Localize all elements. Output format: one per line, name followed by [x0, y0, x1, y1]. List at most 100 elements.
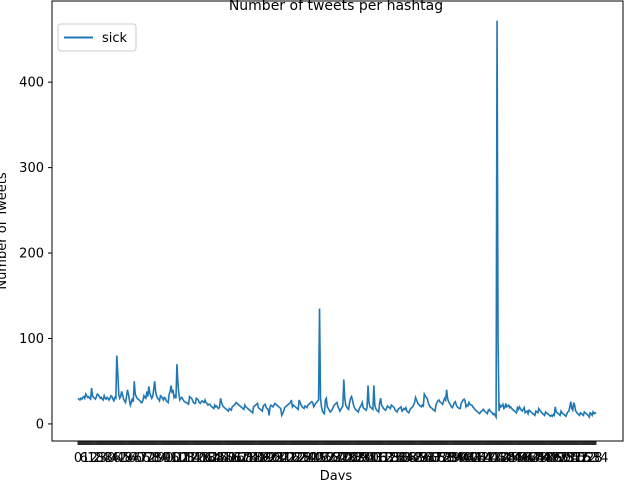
- series-line-sick: [77, 20, 597, 421]
- x-tick-label: 270: [327, 451, 352, 466]
- x-tick-label: 60: [128, 451, 145, 466]
- x-tick-label: 24: [93, 451, 110, 466]
- x-tick-label: 258: [316, 451, 341, 466]
- x-tick-label: 276: [333, 451, 358, 466]
- x-tick-label: 150: [211, 451, 236, 466]
- x-tick-label: 348: [403, 451, 428, 466]
- x-tick-label: 120: [182, 451, 207, 466]
- x-tick-label: 366: [421, 451, 446, 466]
- x-tick-label: 306: [362, 451, 387, 466]
- x-tick-label: 216: [275, 451, 300, 466]
- x-tick-label: 498: [549, 451, 574, 466]
- x-tick-label: 180: [240, 451, 265, 466]
- x-tick-label: 402: [456, 451, 481, 466]
- x-tick-label: 444: [496, 451, 521, 466]
- x-tick-label: 420: [473, 451, 498, 466]
- x-tick-label: 474: [525, 451, 550, 466]
- x-tick-label: 486: [537, 451, 562, 466]
- x-tick-label: 336: [392, 451, 417, 466]
- x-tick-label: 12: [81, 451, 98, 466]
- x-tick-label: 360: [415, 451, 440, 466]
- legend-box: [57, 23, 137, 52]
- y-axis: 0 100 200 300 400: [19, 76, 52, 432]
- x-tick-label: 342: [397, 451, 422, 466]
- x-tick-label: 468: [520, 451, 545, 466]
- x-tick-label: 162: [223, 451, 248, 466]
- x-tick-label: 6: [80, 451, 88, 466]
- x-tick-label: 282: [339, 451, 364, 466]
- x-tick-label: 102: [165, 451, 190, 466]
- x-tick-label: 210: [269, 451, 294, 466]
- legend-label-sick: sick: [102, 31, 128, 46]
- x-axis: 0612182430364248546066727884909610210811…: [74, 441, 609, 466]
- x-tick-label: 96: [163, 451, 180, 466]
- x-tick-label: 300: [357, 451, 382, 466]
- x-tick-label: 54: [122, 451, 139, 466]
- x-tick-label: 426: [479, 451, 504, 466]
- x-tick-label: 312: [368, 451, 393, 466]
- x-tick-label: 30: [99, 451, 116, 466]
- plot-frame: [51, 0, 624, 442]
- x-tick-label: 534: [584, 451, 609, 466]
- x-tick-label: 168: [229, 451, 254, 466]
- x-tick-label: 450: [502, 451, 527, 466]
- x-tick-label: 510: [560, 451, 585, 466]
- x-ticks: [77, 441, 597, 445]
- x-tick-label: 264: [322, 451, 347, 466]
- x-tick-label: 324: [380, 451, 405, 466]
- y-tick-label: 300: [19, 161, 44, 176]
- x-tick-label: 378: [432, 451, 457, 466]
- x-tick-label: 174: [234, 451, 259, 466]
- y-tick-label: 0: [36, 417, 44, 432]
- x-tick-label: 432: [485, 451, 510, 466]
- x-tick-label: 462: [514, 451, 539, 466]
- plot-area: [77, 20, 597, 421]
- x-tick-label: 234: [293, 451, 318, 466]
- x-tick-label: 294: [351, 451, 376, 466]
- y-tick-label: 400: [19, 76, 44, 91]
- x-tick-label: 42: [110, 451, 127, 466]
- x-tick-label: 138: [199, 451, 224, 466]
- legend: sick: [57, 23, 137, 52]
- x-tick-label: 186: [246, 451, 271, 466]
- x-tick-label: 114: [176, 451, 201, 466]
- x-tick-label: 330: [386, 451, 411, 466]
- x-tick-label: 108: [170, 451, 195, 466]
- x-tick-label: 438: [490, 451, 515, 466]
- x-tick-label: 192: [252, 451, 277, 466]
- x-tick-label: 78: [145, 451, 162, 466]
- x-tick-label: 240: [298, 451, 323, 466]
- x-tick-label: 318: [374, 451, 399, 466]
- x-tick-label: 90: [157, 451, 174, 466]
- x-tick-label: 354: [409, 451, 434, 466]
- x-tick-label: 396: [450, 451, 475, 466]
- x-tick-label: 18: [87, 451, 104, 466]
- chart-title: Number of tweets per hashtag: [229, 0, 443, 14]
- x-tick-label: 48: [116, 451, 133, 466]
- x-tick-label: 516: [566, 451, 591, 466]
- x-tick-label: 144: [205, 451, 230, 466]
- x-tick-label: 198: [258, 451, 283, 466]
- x-tick-label: 372: [426, 451, 451, 466]
- x-tick-label: 66: [134, 451, 151, 466]
- x-tick-label: 132: [194, 451, 219, 466]
- x-tick-label: 36: [105, 451, 122, 466]
- x-tick-labels: 0612182430364248546066727884909610210811…: [74, 451, 609, 466]
- x-tick-label: 156: [217, 451, 242, 466]
- x-tick-label: 384: [438, 451, 463, 466]
- y-tick-label: 100: [19, 332, 44, 347]
- x-axis-title: Days: [320, 469, 353, 480]
- x-tick-label: 126: [188, 451, 213, 466]
- x-tick-label: 0: [74, 451, 82, 466]
- x-tick-label: 528: [578, 451, 603, 466]
- x-tick-label: 204: [263, 451, 288, 466]
- x-tick-label: 222: [281, 451, 306, 466]
- x-tick-label: 246: [304, 451, 329, 466]
- x-tick-label: 72: [140, 451, 157, 466]
- y-tick-label: 200: [19, 247, 44, 262]
- x-tick-label: 480: [531, 451, 556, 466]
- x-tick-label: 252: [310, 451, 335, 466]
- y-axis-title: Number of Tweets: [0, 172, 10, 290]
- x-tick-label: 288: [345, 451, 370, 466]
